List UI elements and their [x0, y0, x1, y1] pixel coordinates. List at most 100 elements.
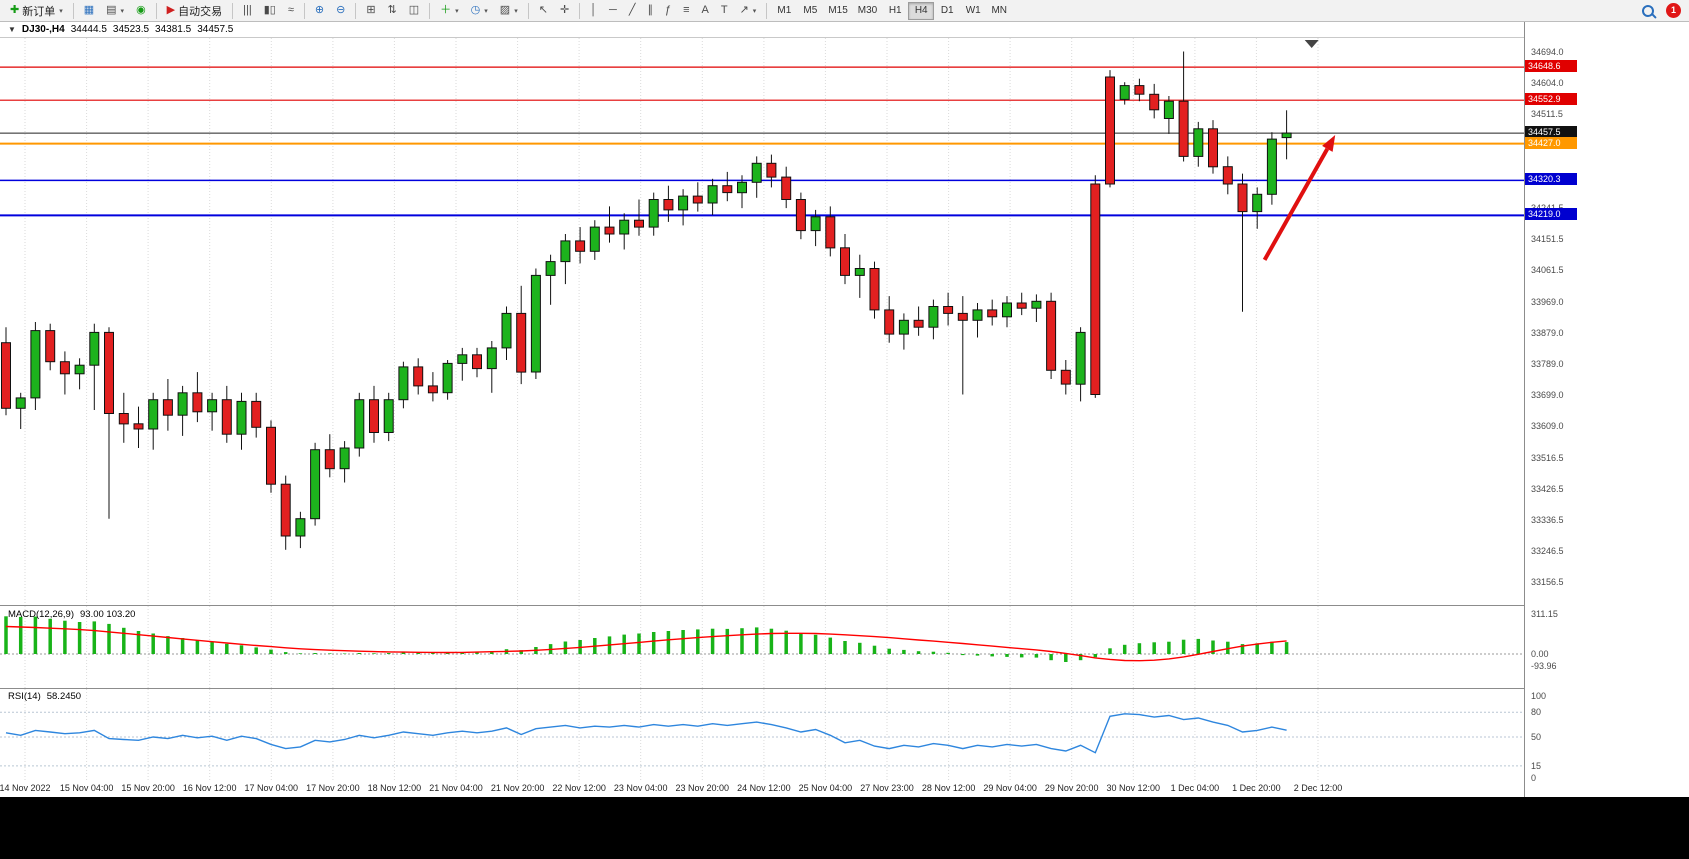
ohlc-close: 34457.5: [197, 24, 234, 35]
time-axis[interactable]: 14 Nov 2022 15 Nov 04:00 15 Nov 20:00 16 No…: [0, 780, 1524, 797]
template-button[interactable]: ▨ ▾: [495, 2, 523, 20]
ohlc-open: 34444.5: [70, 24, 107, 35]
tile-windows-icon: ⊞: [366, 4, 376, 16]
price-axis[interactable]: 34694.034604.034511.534421.534331.534241…: [1524, 22, 1689, 797]
notification-badge[interactable]: 1: [1666, 3, 1681, 18]
cascade-button[interactable]: ◫: [404, 2, 424, 20]
channel-button[interactable]: ∥: [642, 2, 658, 20]
toolbar-separator: [72, 2, 74, 19]
tile-windows-button[interactable]: ⊞: [361, 2, 380, 20]
new-order-button[interactable]: ✚ 新订单 ▾: [5, 2, 68, 20]
text-icon: A: [701, 4, 709, 16]
vertical-line-icon: │: [590, 4, 598, 16]
time-label: 21 Nov 04:00: [429, 783, 483, 793]
panel-separator[interactable]: [0, 605, 1689, 606]
time-label: 1 Dec 20:00: [1232, 783, 1281, 793]
grid-levels-icon: ≡: [683, 4, 690, 16]
fibonacci-icon: ƒ: [664, 4, 672, 16]
crosshair-button[interactable]: ✛: [555, 2, 574, 20]
price-tick: 33336.5: [1531, 514, 1564, 525]
text-label-button[interactable]: T: [716, 2, 733, 20]
period-button[interactable]: ◷ ▾: [466, 2, 493, 20]
rsi-label: RSI(14) 58.2450: [8, 691, 82, 702]
price-tick: 34604.0: [1531, 77, 1564, 88]
toolbar-separator: [155, 2, 157, 19]
profiles-button[interactable]: ▤ ▾: [101, 2, 129, 20]
time-label: 24 Nov 12:00: [737, 783, 791, 793]
chart-window-icon: ▦: [83, 4, 95, 16]
trendline-button[interactable]: ╱: [624, 2, 641, 20]
price-tick: 34151.5: [1531, 233, 1564, 244]
rsi-panel[interactable]: [0, 689, 1524, 780]
zoom-out-button[interactable]: ⊖: [331, 2, 350, 20]
time-label: 28 Nov 12:00: [921, 783, 976, 793]
panel-separator[interactable]: [0, 688, 1689, 689]
toolbar-separator: [429, 2, 431, 19]
horizontal-line-button[interactable]: ─: [604, 2, 622, 20]
bar-chart-icon: |||: [243, 4, 252, 16]
time-label: 17 Nov 20:00: [306, 783, 360, 793]
time-label: 16 Nov 12:00: [182, 783, 237, 793]
rsi-tick: 50: [1531, 732, 1542, 742]
toolbar-separator: [355, 2, 357, 19]
time-label: 30 Nov 12:00: [1106, 783, 1161, 793]
search-button[interactable]: [1637, 2, 1659, 20]
add-indicator-button[interactable]: ＋ ▾: [435, 2, 464, 20]
price-badge: 34427.0: [1525, 136, 1577, 149]
price-tick: 34511.5: [1531, 109, 1563, 120]
price-tick: 33879.0: [1531, 327, 1564, 338]
main-toolbar: ✚ 新订单 ▾ ▦ ▤ ▾ ◉ ▶ 自动交易 ||| ▮▯ ≈ ⊕ ⊖: [0, 0, 1689, 22]
timeframe-h1-button[interactable]: H1: [882, 2, 908, 20]
grid-levels-button[interactable]: ≡: [678, 2, 694, 20]
time-label: 22 Nov 12:00: [552, 783, 606, 793]
arrows-button[interactable]: ↗ ▾: [735, 2, 762, 20]
main-price-chart[interactable]: [0, 38, 1524, 605]
cascade-icon: ◫: [408, 4, 420, 16]
timeframe-mn-button[interactable]: MN: [986, 2, 1012, 20]
arrange-button[interactable]: ⇅: [383, 2, 402, 20]
timeframe-m1-button[interactable]: M1: [771, 2, 797, 20]
dropdown-caret-icon: ▾: [455, 7, 459, 15]
time-label: 29 Nov 04:00: [983, 783, 1037, 793]
price-tick: 34061.5: [1531, 264, 1564, 275]
autotrading-icon: ▶: [166, 4, 176, 16]
collapse-icon[interactable]: ▼: [8, 25, 16, 34]
rsi-tick: 80: [1531, 707, 1542, 718]
clock-icon: ◷: [470, 4, 481, 16]
zoom-in-button[interactable]: ⊕: [310, 2, 329, 20]
price-tick: 33246.5: [1531, 546, 1564, 556]
price-tick: 33699.0: [1531, 389, 1564, 400]
autotrading-button[interactable]: ▶ 自动交易: [162, 2, 227, 20]
profiles-icon: ▤: [106, 4, 117, 16]
text-button[interactable]: A: [697, 2, 714, 20]
timeframe-h4-button[interactable]: H4: [908, 1, 935, 20]
cursor-button[interactable]: ↖: [534, 2, 553, 20]
time-label: 14 Nov 2022: [0, 783, 51, 793]
time-label: 23 Nov 04:00: [613, 783, 668, 793]
macd-panel[interactable]: [0, 606, 1524, 688]
bar-chart-button[interactable]: |||: [238, 2, 257, 20]
annotation-arrow: [1262, 147, 1330, 261]
new-chart-button[interactable]: ▦: [79, 2, 99, 20]
macd-label: MACD(12,26,9) 93.00 103.20: [8, 609, 136, 620]
toolbar-separator: [579, 2, 581, 19]
fibonacci-button[interactable]: ƒ: [660, 2, 676, 20]
timeframe-w1-button[interactable]: W1: [960, 2, 986, 20]
timeframe-m30-button[interactable]: M30: [853, 2, 882, 20]
chart-type-group: ||| ▮▯ ≈: [237, 2, 300, 20]
timeframe-m5-button[interactable]: M5: [797, 2, 823, 20]
text-label-icon: T: [720, 4, 728, 16]
data-window-button[interactable]: ◉: [131, 2, 151, 20]
candlestick-chart-button[interactable]: ▮▯: [259, 2, 281, 20]
drawing-tools-group: ↖ ✛ │ ─ ╱ ∥ ƒ ≡ A T ↗ ▾: [533, 2, 763, 20]
timeframe-m15-button[interactable]: M15: [823, 2, 852, 20]
timeframe-d1-button[interactable]: D1: [934, 2, 960, 20]
toolbar-separator: [303, 2, 305, 19]
vertical-line-button[interactable]: │: [585, 2, 602, 20]
time-label: 23 Nov 20:00: [675, 783, 730, 793]
arrange-icon: ⇅: [387, 4, 397, 16]
line-chart-button[interactable]: ≈: [283, 2, 299, 20]
toolbar-separator: [527, 2, 529, 19]
toolbar-separator: [766, 2, 768, 19]
